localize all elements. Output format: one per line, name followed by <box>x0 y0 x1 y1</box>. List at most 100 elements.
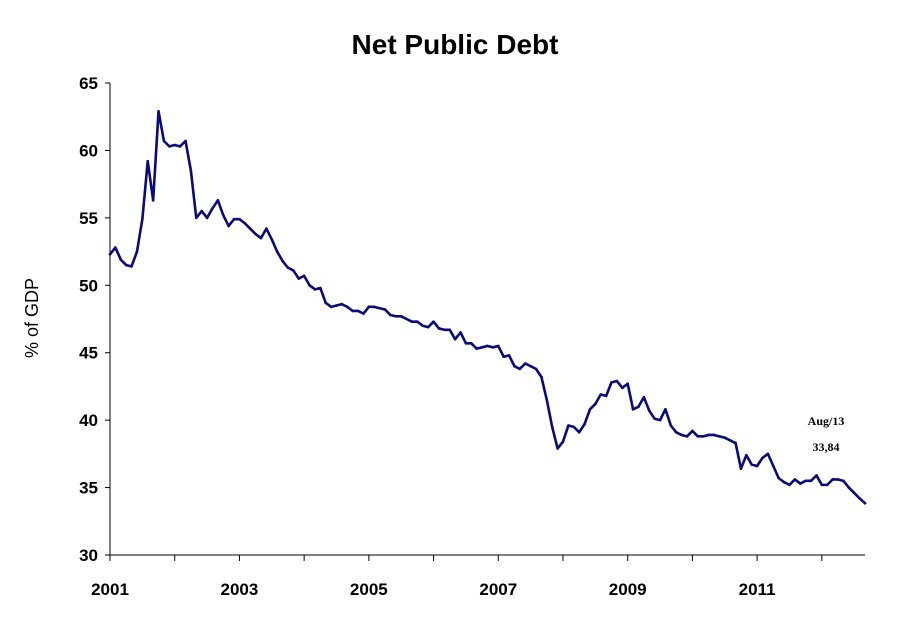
data-point <box>216 199 220 202</box>
data-point <box>168 145 171 148</box>
data-point <box>594 402 597 406</box>
data-point <box>761 456 764 460</box>
data-point <box>227 224 230 228</box>
data-point <box>464 341 468 345</box>
x-ticks: 2001 2003 2005 2007 2009 2011 <box>91 555 823 599</box>
data-point <box>637 405 640 408</box>
y-tick-label: 40 <box>79 411 98 430</box>
data-point <box>712 433 716 437</box>
data-point <box>777 476 780 480</box>
data-point <box>491 346 495 349</box>
data-point <box>194 216 198 220</box>
data-point <box>567 424 570 427</box>
data-point <box>281 259 284 263</box>
data-point <box>399 315 403 318</box>
x-tick-label: 2009 <box>609 580 647 599</box>
data-point <box>529 364 532 368</box>
data-point <box>804 479 807 483</box>
data-point <box>674 430 678 434</box>
y-tick-label: 45 <box>79 344 98 363</box>
data-point <box>550 425 554 429</box>
data-point <box>599 393 603 396</box>
data-point <box>200 209 203 213</box>
data-point <box>653 417 656 421</box>
data-point <box>820 483 824 487</box>
data-point <box>146 159 150 163</box>
data-point <box>308 283 311 287</box>
data-point <box>254 232 257 236</box>
data-point <box>577 430 581 434</box>
y-tick-label: 35 <box>79 479 98 498</box>
data-point <box>130 265 133 268</box>
data-point <box>351 309 354 313</box>
data-point <box>793 478 797 481</box>
chart-title: Net Public Debt <box>352 29 559 60</box>
data-point <box>766 452 770 456</box>
data-point <box>513 364 516 368</box>
data-point <box>275 250 279 253</box>
data-point <box>394 315 398 318</box>
data-point <box>691 429 694 433</box>
x-tick-label: 2005 <box>350 580 388 599</box>
data-point <box>162 139 166 143</box>
series-line <box>108 110 867 505</box>
data-point <box>518 367 522 371</box>
data-point <box>141 217 144 221</box>
data-point <box>858 497 861 500</box>
data-point <box>205 216 209 220</box>
x-tick-label: 2003 <box>221 580 259 599</box>
data-point <box>448 328 452 332</box>
data-point <box>658 418 662 422</box>
data-point <box>685 435 689 438</box>
data-point <box>173 143 177 147</box>
y-tick-label: 55 <box>79 209 98 228</box>
data-point <box>750 463 754 466</box>
x-tick-label: 2007 <box>479 580 517 599</box>
data-point <box>621 386 624 390</box>
y-tick-label: 50 <box>79 276 98 295</box>
data-point <box>453 337 457 341</box>
data-point <box>734 441 737 445</box>
data-point <box>788 483 791 487</box>
data-point <box>437 327 441 330</box>
data-point <box>842 479 845 483</box>
annotation-value: 33,84 <box>813 440 840 454</box>
data-point <box>507 354 511 357</box>
data-point <box>696 435 700 438</box>
x-tick-label: 2001 <box>91 580 129 599</box>
data-point <box>383 308 387 311</box>
data-point <box>248 227 252 230</box>
data-point <box>502 355 505 359</box>
data-point <box>211 207 214 210</box>
data-point <box>642 395 646 399</box>
data-point <box>238 217 241 221</box>
data-point <box>157 110 160 113</box>
data-point <box>340 302 344 306</box>
data-point <box>114 246 117 249</box>
data-point <box>615 379 619 383</box>
data-point <box>135 250 139 253</box>
data-point <box>545 398 549 402</box>
data-point <box>496 344 500 348</box>
data-point <box>405 317 408 321</box>
data-point <box>302 274 306 278</box>
data-point <box>610 381 613 384</box>
data-point <box>782 480 786 484</box>
data-point <box>701 435 705 438</box>
data-point <box>372 305 376 309</box>
data-point <box>556 447 559 450</box>
data-point <box>825 483 829 487</box>
data-point <box>480 346 484 349</box>
y-ticks: 30 35 40 45 50 55 60 65 <box>79 74 110 565</box>
data-point <box>583 422 586 426</box>
data-point <box>389 313 392 317</box>
data-point <box>486 344 489 348</box>
y-tick-label: 65 <box>79 74 98 93</box>
series-group <box>108 110 867 505</box>
data-point <box>604 394 608 398</box>
data-point <box>475 347 479 350</box>
y-tick-label: 30 <box>79 546 98 565</box>
data-point <box>292 269 295 272</box>
data-point <box>189 169 193 172</box>
data-point <box>184 139 187 143</box>
